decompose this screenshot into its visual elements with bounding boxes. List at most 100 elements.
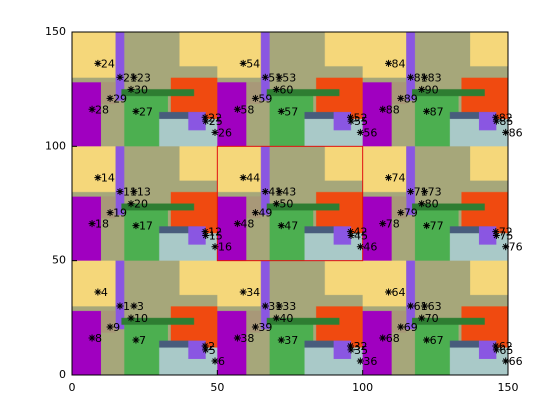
point [356, 357, 364, 365]
point [492, 117, 500, 125]
point-label: 83 [428, 71, 442, 84]
point-label: 34 [246, 286, 260, 299]
point [211, 128, 219, 136]
point [379, 105, 387, 113]
point [502, 243, 510, 251]
point-label: 37 [284, 334, 298, 347]
point-label: 65 [499, 344, 513, 357]
point-label: 36 [363, 355, 377, 368]
point-label: 58 [240, 103, 254, 116]
point-label: 75 [499, 230, 513, 243]
point-label: 20 [134, 198, 148, 211]
point [106, 209, 114, 217]
point-label: 43 [282, 186, 296, 199]
point [492, 228, 500, 236]
point [356, 128, 364, 136]
point [127, 200, 135, 208]
point [211, 357, 219, 365]
point [397, 323, 405, 331]
point [356, 243, 364, 251]
point-label: 38 [240, 332, 254, 345]
point [277, 336, 285, 344]
point-label: 40 [279, 312, 293, 325]
point [492, 346, 500, 354]
point [261, 73, 269, 81]
point [492, 232, 500, 240]
y-tick-label: 50 [52, 254, 66, 267]
point [130, 302, 138, 310]
point [421, 302, 429, 310]
region-map [72, 32, 508, 375]
point-label: 39 [258, 321, 272, 334]
point-label: 86 [509, 126, 523, 139]
point [211, 243, 219, 251]
point [251, 94, 259, 102]
point [277, 107, 285, 115]
point-label: 5 [209, 344, 216, 357]
point-label: 84 [392, 57, 406, 70]
point-label: 13 [137, 186, 151, 199]
point-label: 45 [354, 230, 368, 243]
point [502, 128, 510, 136]
point [116, 188, 124, 196]
highlight-box [216, 145, 364, 262]
point-label: 66 [509, 355, 523, 368]
point-label: 32 [353, 340, 367, 353]
point-label: 1 [123, 300, 130, 313]
x-tick-label: 150 [498, 381, 519, 394]
point [201, 113, 209, 121]
point [127, 85, 135, 93]
point-label: 90 [425, 83, 439, 96]
point [116, 73, 124, 81]
point [492, 113, 500, 121]
point [423, 107, 431, 115]
point [347, 346, 355, 354]
point-label: 59 [258, 92, 272, 105]
point [201, 228, 209, 236]
y-tick-label: 150 [45, 25, 66, 38]
point [132, 336, 140, 344]
point [275, 188, 283, 196]
point [347, 232, 355, 240]
point-label: 16 [218, 241, 232, 254]
point-label: 15 [209, 230, 223, 243]
point [94, 288, 102, 296]
point-label: 27 [139, 105, 153, 118]
point [261, 302, 269, 310]
point-label: 19 [113, 207, 127, 220]
point [233, 220, 241, 228]
point-label: 28 [95, 103, 109, 116]
point [88, 105, 96, 113]
point-label: 72 [499, 226, 513, 239]
point [202, 117, 210, 125]
point-label: 26 [218, 126, 232, 139]
point [346, 228, 354, 236]
point [277, 222, 285, 230]
point-label: 6 [218, 355, 225, 368]
point-label: 57 [284, 105, 298, 118]
point-label: 30 [134, 83, 148, 96]
point [233, 334, 241, 342]
x-tick-label: 0 [69, 381, 76, 394]
point-label: 10 [134, 312, 148, 325]
point [407, 302, 415, 310]
point-label: 3 [137, 300, 144, 313]
point [116, 302, 124, 310]
point-label: 76 [509, 241, 523, 254]
point-label: 63 [428, 300, 442, 313]
point-label: 48 [240, 218, 254, 231]
point-label: 52 [353, 111, 367, 124]
point [106, 323, 114, 331]
point [106, 94, 114, 102]
point [272, 200, 280, 208]
y-tick-label: 100 [45, 139, 66, 152]
point-label: 33 [282, 300, 296, 313]
point-label: 77 [430, 220, 444, 233]
point [233, 105, 241, 113]
point-label: 70 [425, 312, 439, 325]
point [130, 73, 138, 81]
point [346, 113, 354, 121]
point-label: 14 [101, 172, 115, 185]
point-label: 17 [139, 220, 153, 233]
